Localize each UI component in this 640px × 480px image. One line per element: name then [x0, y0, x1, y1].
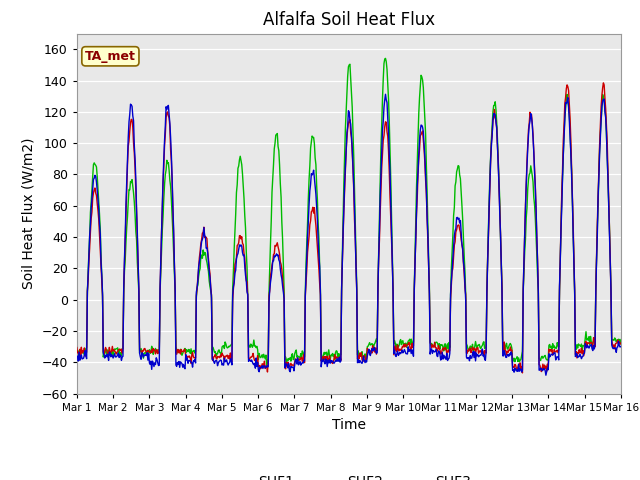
SHF3	[617, 341, 625, 347]
SHF3	[194, 282, 202, 288]
SHF2	[381, 91, 389, 97]
Text: TA_met: TA_met	[85, 50, 136, 63]
Legend: SHF1, SHF2, SHF3: SHF1, SHF2, SHF3	[221, 469, 477, 480]
Y-axis label: Soil Heat Flux (W/m2): Soil Heat Flux (W/m2)	[22, 138, 36, 289]
SHF2	[223, 357, 230, 363]
Line: SHF1: SHF1	[77, 83, 621, 373]
SHF1	[600, 80, 607, 86]
SHF3	[381, 56, 389, 61]
SHF1	[617, 341, 625, 347]
SHF2	[73, 354, 81, 360]
SHF3	[83, 345, 90, 350]
SHF2	[431, 348, 439, 354]
SHF1	[518, 370, 526, 376]
SHF1	[73, 345, 81, 350]
SHF1	[223, 353, 230, 359]
SHF3	[73, 344, 81, 350]
SHF1	[83, 349, 90, 355]
SHF2	[139, 350, 147, 356]
SHF1	[431, 339, 438, 345]
SHF1	[415, 156, 422, 162]
SHF1	[194, 274, 202, 280]
SHF3	[139, 350, 147, 356]
SHF3	[417, 84, 424, 90]
X-axis label: Time: Time	[332, 418, 366, 432]
SHF2	[83, 356, 90, 361]
SHF3	[263, 362, 271, 368]
SHF1	[139, 348, 147, 353]
SHF3	[433, 339, 440, 345]
SHF2	[617, 344, 625, 349]
SHF2	[542, 372, 550, 378]
Line: SHF2: SHF2	[77, 94, 621, 375]
SHF3	[223, 344, 230, 350]
SHF2	[194, 278, 202, 284]
Title: Alfalfa Soil Heat Flux: Alfalfa Soil Heat Flux	[263, 11, 435, 29]
Line: SHF3: SHF3	[77, 59, 621, 365]
SHF2	[416, 137, 424, 143]
